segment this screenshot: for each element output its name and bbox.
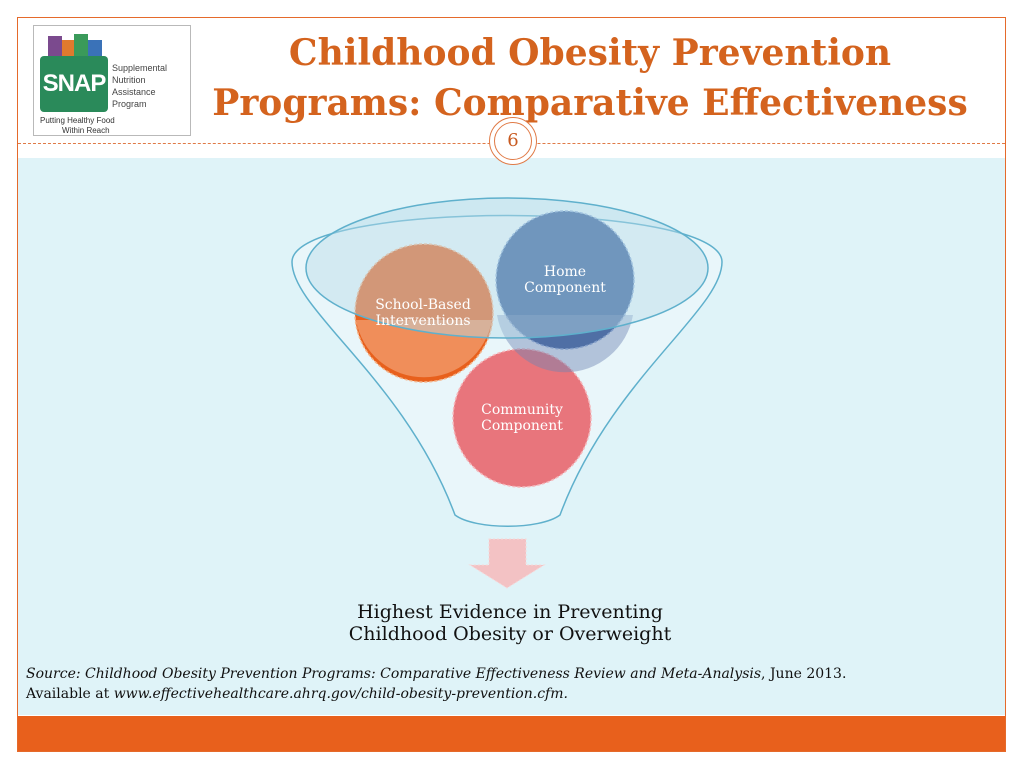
result-caption: Highest Evidence in Preventing Childhood…: [300, 601, 720, 645]
grocery-bag-icon: [48, 34, 102, 56]
logo-line-3: Assistance: [112, 87, 156, 97]
page-title: Childhood Obesity Prevention Programs: C…: [190, 28, 990, 128]
title-line-2: Programs: Comparative Effectiveness: [212, 82, 968, 124]
home-circle-lower-tint: [497, 315, 633, 373]
source-date: , June 2013.: [761, 666, 847, 682]
logo-abbr: SNAP: [40, 56, 108, 112]
community-label-line-2: Component: [481, 418, 563, 434]
school-based-label-line-2: Interventions: [375, 313, 471, 329]
school-based-label-line-1: School-Based: [375, 297, 471, 313]
school-circle-lower-tint: [356, 320, 492, 378]
logo-line-2: Nutrition: [112, 75, 146, 85]
slide-frame: [17, 17, 1006, 752]
school-based-label: School-Based Interventions: [358, 297, 488, 329]
logo-line-1: Supplemental: [112, 63, 168, 73]
community-component-circle: [452, 348, 592, 488]
logo-tagline-2: Within Reach: [62, 126, 110, 135]
logo-line-4: Program: [112, 99, 147, 109]
footer-bar: [18, 716, 1005, 751]
community-component-label: Community Component: [457, 402, 587, 434]
source-end: .: [563, 686, 568, 702]
funnel-rim: [305, 197, 709, 339]
home-component-circle: [495, 210, 635, 350]
community-label-line-1: Community: [481, 402, 563, 418]
source-url[interactable]: www.effectivehealthcare.ahrq.gov/child-o…: [113, 686, 564, 702]
source-citation: Source: Childhood Obesity Prevention Pro…: [26, 664, 986, 704]
source-available: Available at: [26, 686, 114, 702]
result-caption-line-1: Highest Evidence in Preventing: [357, 601, 663, 623]
logo-tagline: Putting Healthy Food Within Reach: [40, 116, 115, 136]
home-component-label: Home Component: [500, 264, 630, 296]
down-arrow: [468, 538, 546, 589]
source-title: Childhood Obesity Prevention Programs: C…: [85, 666, 762, 682]
home-label-line-1: Home: [543, 264, 587, 280]
result-caption-line-2: Childhood Obesity or Overweight: [348, 623, 672, 645]
page-number-badge: 6: [489, 117, 537, 165]
home-label-line-2: Component: [524, 280, 606, 296]
snap-logo: SNAP Supplemental Nutrition Assistance P…: [33, 25, 191, 136]
title-line-1: Childhood Obesity Prevention: [288, 32, 892, 74]
logo-tagline-1: Putting Healthy Food: [40, 116, 115, 125]
source-prefix: Source:: [26, 666, 86, 682]
page-number: 6: [494, 122, 532, 160]
logo-program-name: Supplemental Nutrition Assistance Progra…: [112, 62, 167, 110]
